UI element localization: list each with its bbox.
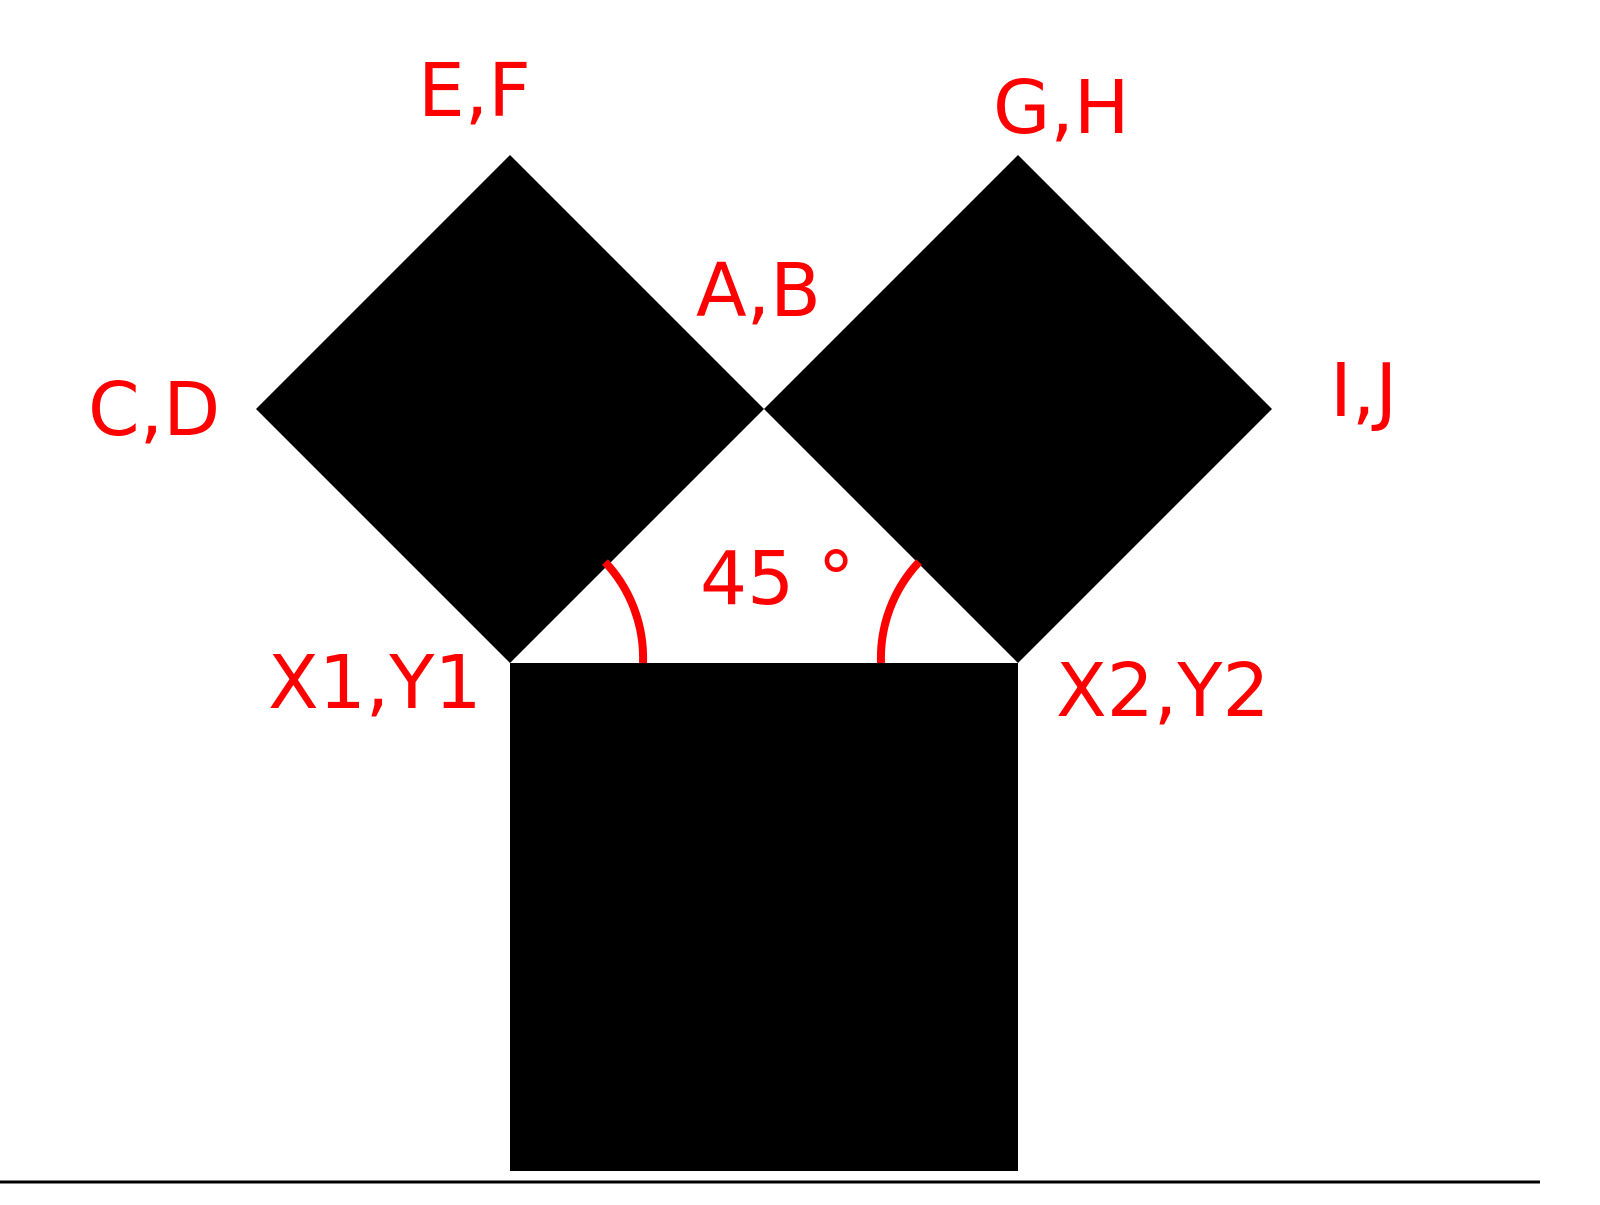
label-g-h: G,H [993,65,1130,151]
right-diamond-square [764,155,1272,663]
left-diamond-square [256,155,764,663]
label-a-b: A,B [696,248,821,334]
label-i-j: I,J [1330,348,1397,434]
label-c-d: C,D [88,367,220,453]
left-angle-arc [602,559,648,664]
right-angle-arc [876,559,922,664]
label-x1-y1: X1,Y1 [268,640,482,726]
label-e-f: E,F [418,48,531,134]
bottom-square [510,663,1018,1171]
label-x2-y2: X2,Y2 [1056,648,1270,734]
label-angle-45: 45 ° [700,536,855,622]
